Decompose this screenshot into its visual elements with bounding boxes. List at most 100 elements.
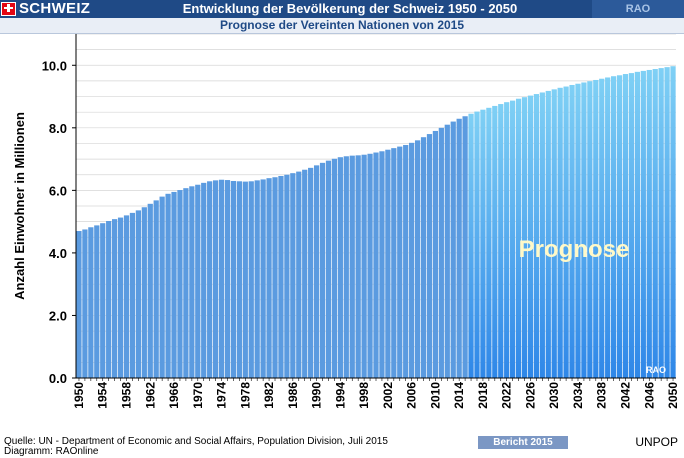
- x-tick-label: 2030: [547, 382, 561, 409]
- bar-1963: [153, 200, 159, 378]
- rao-watermark: RAO: [646, 365, 666, 375]
- x-tick-label: 1986: [286, 382, 300, 409]
- bar-1992: [325, 160, 332, 378]
- x-tick-label: 2010: [428, 382, 442, 409]
- bar-1979: [248, 181, 254, 378]
- bar-2023: [510, 100, 516, 379]
- chart-subtitle: Prognose der Vereinten Nationen von 2015: [219, 18, 465, 32]
- y-tick-label: 10.0: [42, 58, 67, 73]
- bar-1975: [224, 180, 231, 378]
- country-label: SCHWEIZ: [19, 0, 91, 17]
- bar-2002: [385, 149, 391, 378]
- x-tick-label: 2002: [381, 382, 395, 409]
- bar-1980: [254, 180, 260, 378]
- axes: [72, 34, 676, 381]
- bar-2028: [539, 92, 545, 379]
- bar-2009: [426, 134, 433, 378]
- bar-2035: [581, 82, 587, 379]
- x-tick-label: 2042: [619, 382, 633, 409]
- bar-2045: [640, 70, 646, 378]
- bar-2048: [658, 68, 664, 378]
- bar-2006: [409, 142, 415, 378]
- bar-1984: [278, 175, 284, 378]
- bar-1995: [343, 156, 349, 378]
- x-tick-label: 1958: [119, 382, 133, 409]
- x-tick-label: 1998: [357, 382, 371, 409]
- bar-2026: [527, 95, 534, 378]
- y-tick-label: 0.0: [49, 371, 67, 386]
- x-tick-label: 2034: [571, 382, 585, 409]
- x-tick-label: 2038: [595, 382, 609, 409]
- bar-1989: [308, 167, 314, 378]
- bar-1974: [218, 179, 225, 378]
- forecast-label: Prognose: [519, 236, 630, 263]
- bar-2022: [504, 102, 510, 378]
- bar-2004: [397, 146, 403, 378]
- x-tick-label: 2014: [452, 382, 466, 409]
- bar-1986: [290, 173, 296, 378]
- bar-2034: [575, 83, 581, 378]
- x-tick-label: 1994: [333, 382, 347, 409]
- bar-1970: [195, 184, 201, 378]
- y-tick-label: 6.0: [49, 183, 67, 198]
- bar-1962: [147, 203, 153, 378]
- x-tick-label: 1990: [310, 382, 324, 409]
- x-tick-label: 2050: [666, 382, 680, 409]
- bar-1982: [266, 178, 272, 378]
- bar-1987: [296, 171, 302, 378]
- bar-2025: [521, 97, 528, 379]
- bar-2043: [628, 73, 635, 378]
- bar-2021: [498, 104, 504, 379]
- x-tick-label: 1954: [96, 382, 110, 409]
- bar-2042: [622, 74, 629, 379]
- bar-2011: [438, 127, 444, 379]
- bar-2016: [468, 113, 474, 378]
- swiss-flag-icon: [1, 2, 16, 16]
- bar-2019: [486, 107, 492, 378]
- y-tick-labels: 0.0 2.0 4.0 6.0 8.0 10.0: [42, 58, 67, 386]
- x-tick-label: 1974: [215, 382, 229, 409]
- bar-1976: [230, 180, 237, 378]
- bar-1978: [242, 181, 248, 378]
- bar-2017: [474, 111, 480, 378]
- x-tick-label: 1970: [191, 382, 205, 409]
- source-note: Quelle: UN - Department of Economic and …: [4, 436, 388, 447]
- bar-2036: [587, 81, 593, 379]
- bar-2039: [605, 77, 611, 378]
- bar-2027: [533, 94, 540, 378]
- bar-1993: [331, 158, 338, 378]
- bar-2050: [670, 66, 676, 378]
- bar-2031: [557, 87, 563, 378]
- bar-2010: [432, 130, 439, 378]
- bar-2000: [373, 152, 379, 378]
- bar-1991: [319, 162, 326, 378]
- bar-2013: [450, 121, 456, 379]
- bar-1994: [337, 157, 343, 378]
- bar-1998: [361, 154, 367, 378]
- bar-1969: [189, 186, 195, 378]
- bar-1988: [302, 169, 308, 378]
- bar-2033: [569, 84, 575, 378]
- x-tick-label: 2018: [476, 382, 490, 409]
- bar-1958: [123, 215, 130, 378]
- bar-1990: [313, 165, 320, 378]
- bar-2029: [545, 90, 551, 378]
- bar-1999: [367, 153, 373, 378]
- subtitle-bar: Prognose der Vereinten Nationen von 2015: [0, 18, 684, 34]
- bar-1959: [129, 212, 136, 378]
- x-tick-label: 1966: [167, 382, 181, 409]
- bar-1985: [284, 174, 290, 378]
- bar-1952: [88, 227, 94, 378]
- report-badge: Bericht 2015: [478, 436, 568, 449]
- bar-1964: [159, 196, 165, 378]
- bar-2041: [616, 75, 623, 378]
- bar-2038: [599, 78, 605, 378]
- bar-2005: [403, 145, 409, 378]
- x-tick-label: 1982: [262, 382, 276, 409]
- bar-2044: [634, 71, 641, 378]
- x-tick-label: 2026: [523, 382, 537, 409]
- x-tick-label: 1962: [143, 382, 157, 409]
- y-axis-label: Anzahl Einwohner in Millionen: [12, 112, 27, 300]
- bar-2032: [563, 86, 569, 378]
- bar-2012: [444, 124, 450, 378]
